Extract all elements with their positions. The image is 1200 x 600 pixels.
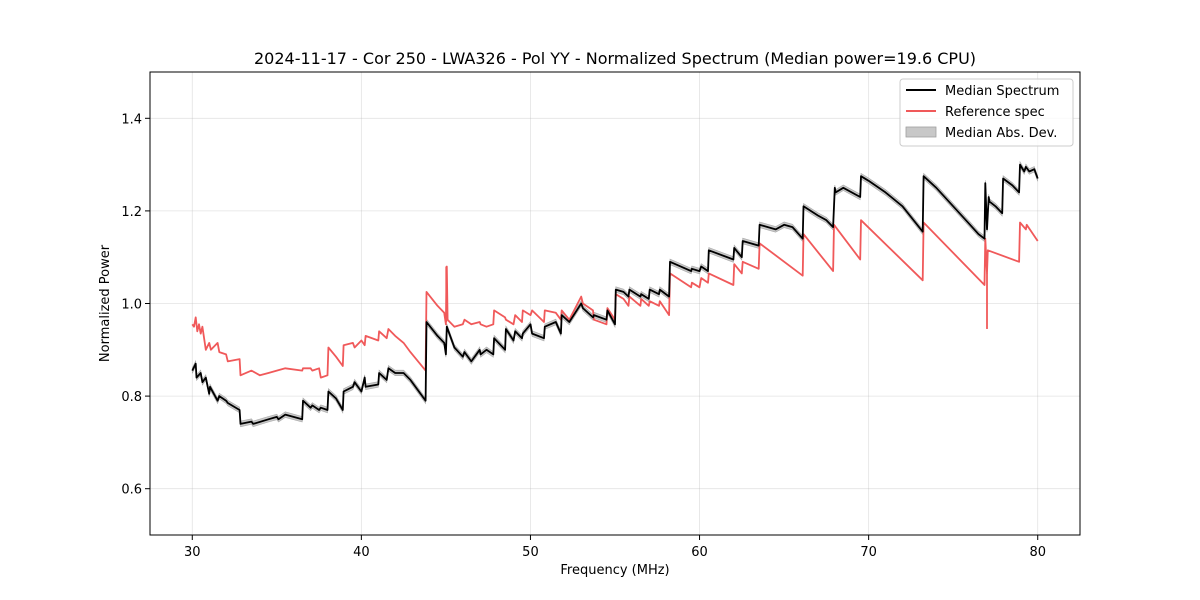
median-line (191, 163, 1039, 425)
x-tick-label: 60 (691, 545, 708, 560)
legend-reference-label: Reference spec (945, 105, 1045, 120)
x-axis-label: Frequency (MHz) (560, 563, 669, 578)
reference-line (191, 219, 1039, 379)
reference-layer (191, 219, 1039, 379)
legend-frame (899, 78, 1074, 147)
legend-median-label: Median Spectrum (945, 84, 1059, 99)
y-axis-label: Normalized Power (98, 244, 113, 362)
x-tick-label: 40 (353, 545, 370, 560)
y-tick-label: 0.6 (121, 483, 142, 498)
y-tick-label: 1.0 (121, 298, 142, 313)
y-tick-label: 1.2 (121, 205, 142, 220)
chart-title: 2024-11-17 - Cor 250 - LWA326 - Pol YY -… (254, 49, 976, 68)
x-tick-label: 80 (1029, 545, 1046, 560)
y-tick-label: 1.4 (121, 112, 142, 127)
x-tick-label: 30 (184, 545, 201, 560)
x-tick-label: 70 (860, 545, 877, 560)
x-ticks: 30 40 50 60 70 80 (184, 535, 1046, 560)
median-layer (191, 163, 1039, 425)
y-tick-label: 0.8 (121, 390, 142, 405)
legend-mad-swatch (905, 126, 937, 138)
x-tick-label: 50 (522, 545, 539, 560)
legend-mad-label: Median Abs. Dev. (945, 126, 1057, 141)
legend: Median Spectrum Reference spec Median Ab… (899, 78, 1074, 147)
y-ticks: 0.6 0.8 1.0 1.2 1.4 (121, 112, 150, 498)
